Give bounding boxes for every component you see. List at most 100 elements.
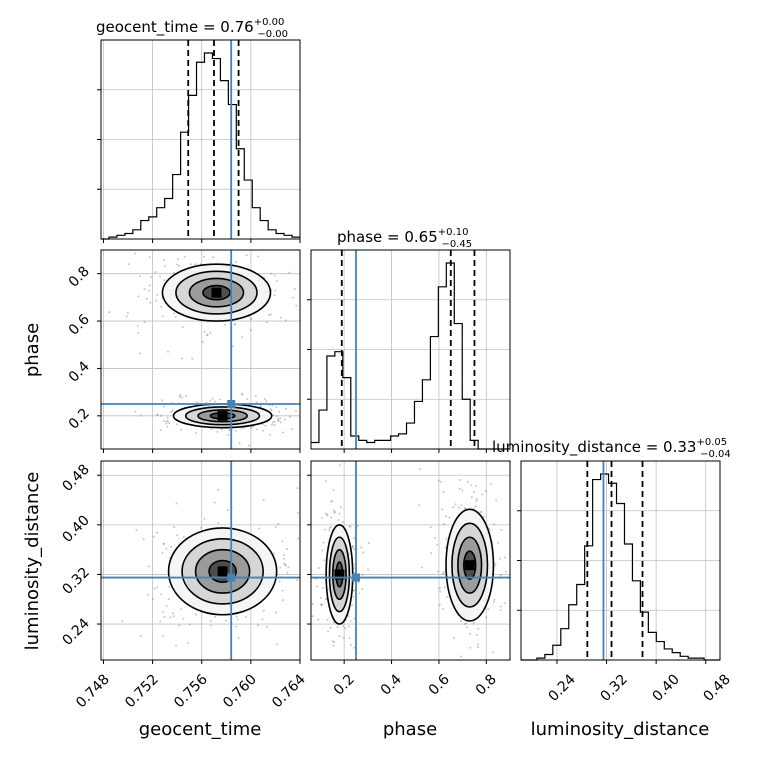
sample-point xyxy=(279,421,282,424)
sample-point xyxy=(176,534,179,537)
sample-point xyxy=(174,315,177,318)
sample-point xyxy=(319,596,322,599)
sample-point xyxy=(145,297,148,300)
ylabel-luminosity-distance: luminosity_distance xyxy=(22,472,43,651)
sample-point xyxy=(349,525,352,528)
sample-point xyxy=(205,401,208,404)
sample-point xyxy=(312,284,314,286)
sample-point xyxy=(108,311,111,314)
tick-label: 0.760 xyxy=(220,672,260,712)
sample-point xyxy=(170,545,173,548)
sample-point xyxy=(178,264,181,267)
sample-point xyxy=(361,573,364,576)
sample-point xyxy=(162,542,165,545)
sample-point xyxy=(135,529,138,532)
sample-point xyxy=(488,528,491,531)
sample-point xyxy=(240,392,243,395)
sample-point xyxy=(492,600,495,603)
sample-point xyxy=(264,424,267,427)
sample-point xyxy=(311,603,314,606)
sample-point xyxy=(257,624,260,627)
sample-point xyxy=(285,547,288,550)
tick-label: 0.24 xyxy=(545,671,578,704)
sample-point xyxy=(245,254,248,257)
sample-point xyxy=(476,643,479,646)
sample-point xyxy=(249,318,252,321)
sample-point xyxy=(438,587,441,590)
y-ticks-phase: 0.2 0.4 0.6 0.8 xyxy=(66,264,93,433)
sample-point xyxy=(353,589,356,592)
sample-point xyxy=(332,489,335,492)
sample-point xyxy=(338,464,341,467)
sample-point xyxy=(460,675,462,677)
sample-point xyxy=(270,272,273,275)
sample-point xyxy=(324,512,327,515)
sample-point xyxy=(246,398,249,401)
sample-point xyxy=(152,535,155,538)
sample-point xyxy=(284,564,287,567)
sample-point xyxy=(277,417,280,420)
sample-point xyxy=(176,263,179,266)
sample-point xyxy=(203,255,206,258)
sample-point xyxy=(473,507,476,510)
sample-point xyxy=(162,611,165,614)
sample-point xyxy=(475,497,478,500)
sample-point xyxy=(356,524,359,527)
sample-point xyxy=(209,620,212,623)
sample-point xyxy=(137,295,140,298)
sample-point xyxy=(312,430,314,432)
sample-point xyxy=(154,271,157,274)
sample-point xyxy=(262,609,265,612)
sample-point xyxy=(301,537,303,539)
sample-point xyxy=(255,428,258,431)
sample-point xyxy=(187,642,190,645)
sample-point xyxy=(279,316,282,319)
sample-point xyxy=(278,410,281,413)
sample-point xyxy=(479,511,482,514)
sample-point xyxy=(353,547,356,550)
sample-point xyxy=(358,592,361,595)
sample-point xyxy=(265,626,268,629)
sample-point xyxy=(279,566,282,569)
tick-label: 0.752 xyxy=(122,672,162,712)
sample-point xyxy=(150,276,153,279)
sample-point xyxy=(288,415,291,418)
sample-point xyxy=(138,275,141,278)
sample-point xyxy=(461,489,464,492)
sample-point xyxy=(169,616,172,619)
sample-point xyxy=(175,502,178,505)
panel-phase-histogram xyxy=(307,249,511,453)
sample-point xyxy=(155,586,158,589)
sample-point xyxy=(315,577,318,580)
sample-point xyxy=(281,599,284,602)
sample-point xyxy=(357,581,360,584)
sample-point xyxy=(81,548,83,550)
sample-point xyxy=(151,598,154,601)
sample-point xyxy=(203,330,206,333)
histogram-step-geocent_time xyxy=(101,52,300,240)
histogram-step-phase xyxy=(311,262,510,450)
sample-point xyxy=(329,525,332,528)
sample-point xyxy=(188,623,191,626)
sample-point xyxy=(191,357,194,360)
xlabel-luminosity-distance: luminosity_distance xyxy=(531,719,710,740)
sample-point xyxy=(349,620,352,623)
sample-point xyxy=(320,603,323,606)
sample-point xyxy=(329,627,332,630)
x-ticks-geocent-time: 0.748 0.752 0.756 0.760 0.764 xyxy=(73,671,309,711)
sample-point xyxy=(275,406,278,409)
sample-point xyxy=(279,417,282,420)
panel-frame xyxy=(100,460,301,661)
sample-point xyxy=(277,419,280,422)
sample-point xyxy=(284,407,287,410)
sample-point xyxy=(209,399,212,402)
sample-point xyxy=(183,255,186,258)
sample-point xyxy=(326,514,329,517)
sample-point xyxy=(484,490,487,493)
title-luminosity-distance: luminosity_distance = 0.33+0.05 −0.04 xyxy=(492,437,731,460)
sample-point xyxy=(499,557,502,560)
sample-point xyxy=(234,429,237,432)
sample-point xyxy=(278,580,281,583)
sample-point xyxy=(296,487,299,490)
sample-point xyxy=(331,499,334,502)
